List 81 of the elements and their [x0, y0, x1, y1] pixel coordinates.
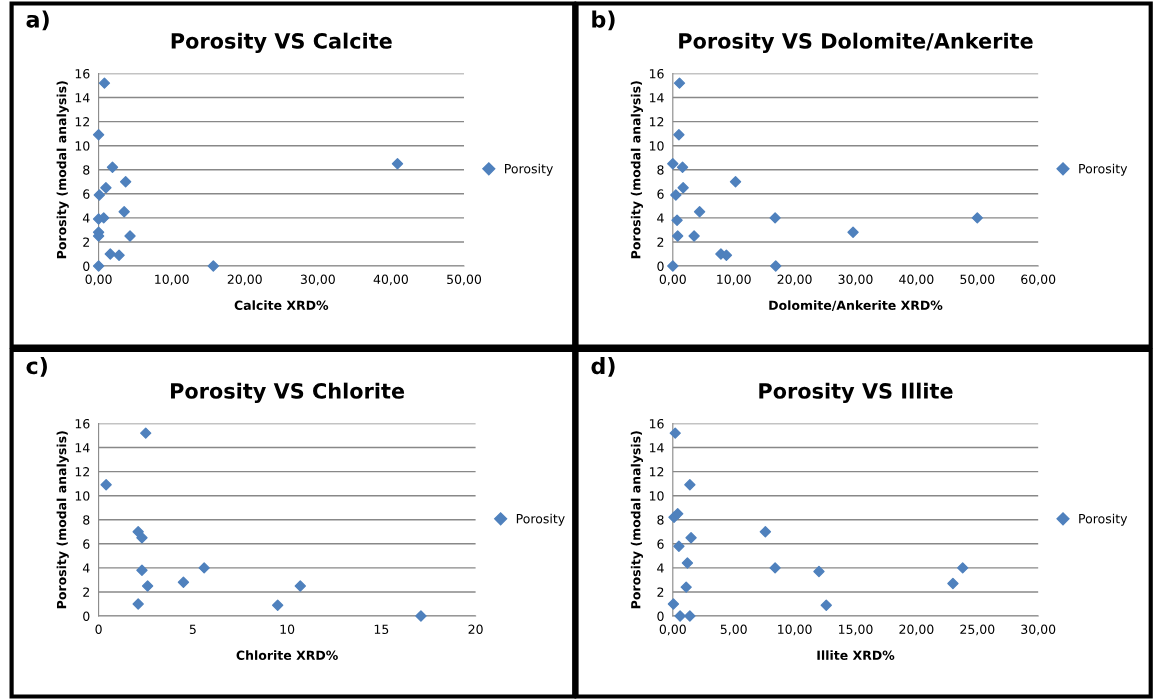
y-tick-label: 10: [649, 491, 664, 501]
y-tick-label: 14: [75, 93, 90, 103]
legend-label: Porosity: [1079, 163, 1128, 176]
y-tick-label: 16: [75, 68, 90, 79]
y-tick-label: 10: [75, 491, 90, 501]
y-tick-label: 2: [83, 587, 90, 597]
x-tick-label: 20,00: [777, 274, 812, 286]
y-axis-title: Porosity (modal analysis): [630, 81, 643, 259]
y-axis-title: Porosity (modal analysis): [56, 81, 69, 259]
x-axis-title: Dolomite/Ankerite XRD%: [769, 300, 943, 311]
chart-title: Porosity VS Chlorite: [171, 382, 405, 403]
y-tick-label: 0: [657, 611, 664, 621]
y-tick-label: 4: [82, 213, 90, 223]
x-tick-label: 30,00: [1021, 624, 1056, 636]
y-tick-label: 12: [75, 467, 90, 477]
x-axis-title: Illite XRD%: [817, 650, 895, 660]
x-tick-label: 10,00: [155, 274, 189, 286]
y-tick-label: 16: [75, 418, 90, 429]
text: d): [591, 357, 615, 377]
x-tick-label: 40,00: [373, 274, 408, 286]
y-tick-label: 14: [649, 443, 664, 453]
y-tick-label: 8: [657, 165, 664, 175]
y-tick-label: 2: [657, 237, 664, 247]
y-tick-label: 10: [649, 141, 664, 151]
x-tick-label: 10,00: [717, 274, 751, 286]
y-tick-label: 8: [657, 515, 664, 525]
y-tick-label: 4: [82, 563, 90, 573]
y-tick-label: 4: [657, 213, 664, 223]
x-tick-label: 30,00: [300, 274, 335, 286]
x-axis-title: Chlorite XRD%: [236, 650, 338, 660]
x-tick-label: 0: [95, 624, 102, 635]
y-tick-label: 2: [657, 587, 664, 597]
x-tick-label: 10,00: [778, 624, 812, 636]
y-tick-label: 6: [657, 189, 664, 199]
legend-label: Porosity: [516, 513, 565, 526]
y-tick-label: 14: [649, 93, 664, 103]
y-tick-label: 4: [657, 563, 664, 573]
y-tick-label: 16: [649, 68, 664, 79]
y-tick-label: 10: [75, 141, 90, 151]
x-tick-label: 50,00: [447, 274, 482, 286]
y-tick-label: 12: [75, 117, 90, 127]
text: a): [26, 10, 49, 31]
x-tick-label: 30,00: [838, 274, 873, 286]
chart-title: Porosity VS Dolomite/Ankerite: [679, 32, 1033, 53]
y-tick-label: 14: [75, 443, 90, 453]
y-tick-label: 12: [649, 467, 664, 477]
y-tick-label: 8: [83, 165, 90, 175]
x-tick-label: 10: [280, 624, 295, 635]
x-tick-label: 40,00: [899, 274, 934, 286]
y-tick-label: 6: [83, 539, 90, 549]
x-tick-label: 5: [189, 624, 196, 635]
chart-title: Porosity VS Calcite: [171, 32, 392, 53]
x-tick-label: 25,00: [960, 624, 995, 636]
y-tick-label: 16: [649, 418, 664, 429]
y-tick-label: 2: [83, 237, 90, 247]
x-tick-label: 5,00: [720, 624, 747, 636]
text: c): [26, 357, 47, 377]
y-tick-label: 0: [83, 261, 90, 271]
x-tick-label: 50,00: [960, 274, 995, 286]
x-tick-label: 0,00: [85, 274, 112, 286]
x-tick-label: 15,00: [838, 624, 873, 636]
x-tick-label: 20,00: [227, 274, 262, 286]
x-tick-label: 20,00: [899, 624, 934, 636]
y-tick-label: 8: [83, 515, 90, 525]
x-axis-title: Calcite XRD%: [234, 300, 329, 310]
text: b): [592, 10, 615, 31]
x-tick-label: 15: [374, 624, 389, 635]
y-tick-label: 12: [649, 117, 664, 127]
x-tick-label: 0,00: [659, 624, 686, 636]
legend-label: Porosity: [1079, 513, 1128, 526]
y-tick-label: 0: [657, 261, 664, 271]
y-tick-label: 6: [657, 539, 664, 549]
chart-title: Porosity VS Illite: [759, 382, 953, 403]
x-tick-label: 60,00: [1021, 274, 1056, 286]
y-axis-title: Porosity (modal analysis): [630, 431, 643, 609]
y-axis-title: Porosity (modal analysis): [56, 431, 69, 609]
x-tick-label: 0,00: [659, 274, 686, 286]
x-tick-label: 20: [468, 624, 483, 635]
y-tick-label: 0: [83, 611, 90, 621]
legend-label: Porosity: [505, 163, 553, 176]
y-tick-label: 6: [83, 189, 90, 199]
